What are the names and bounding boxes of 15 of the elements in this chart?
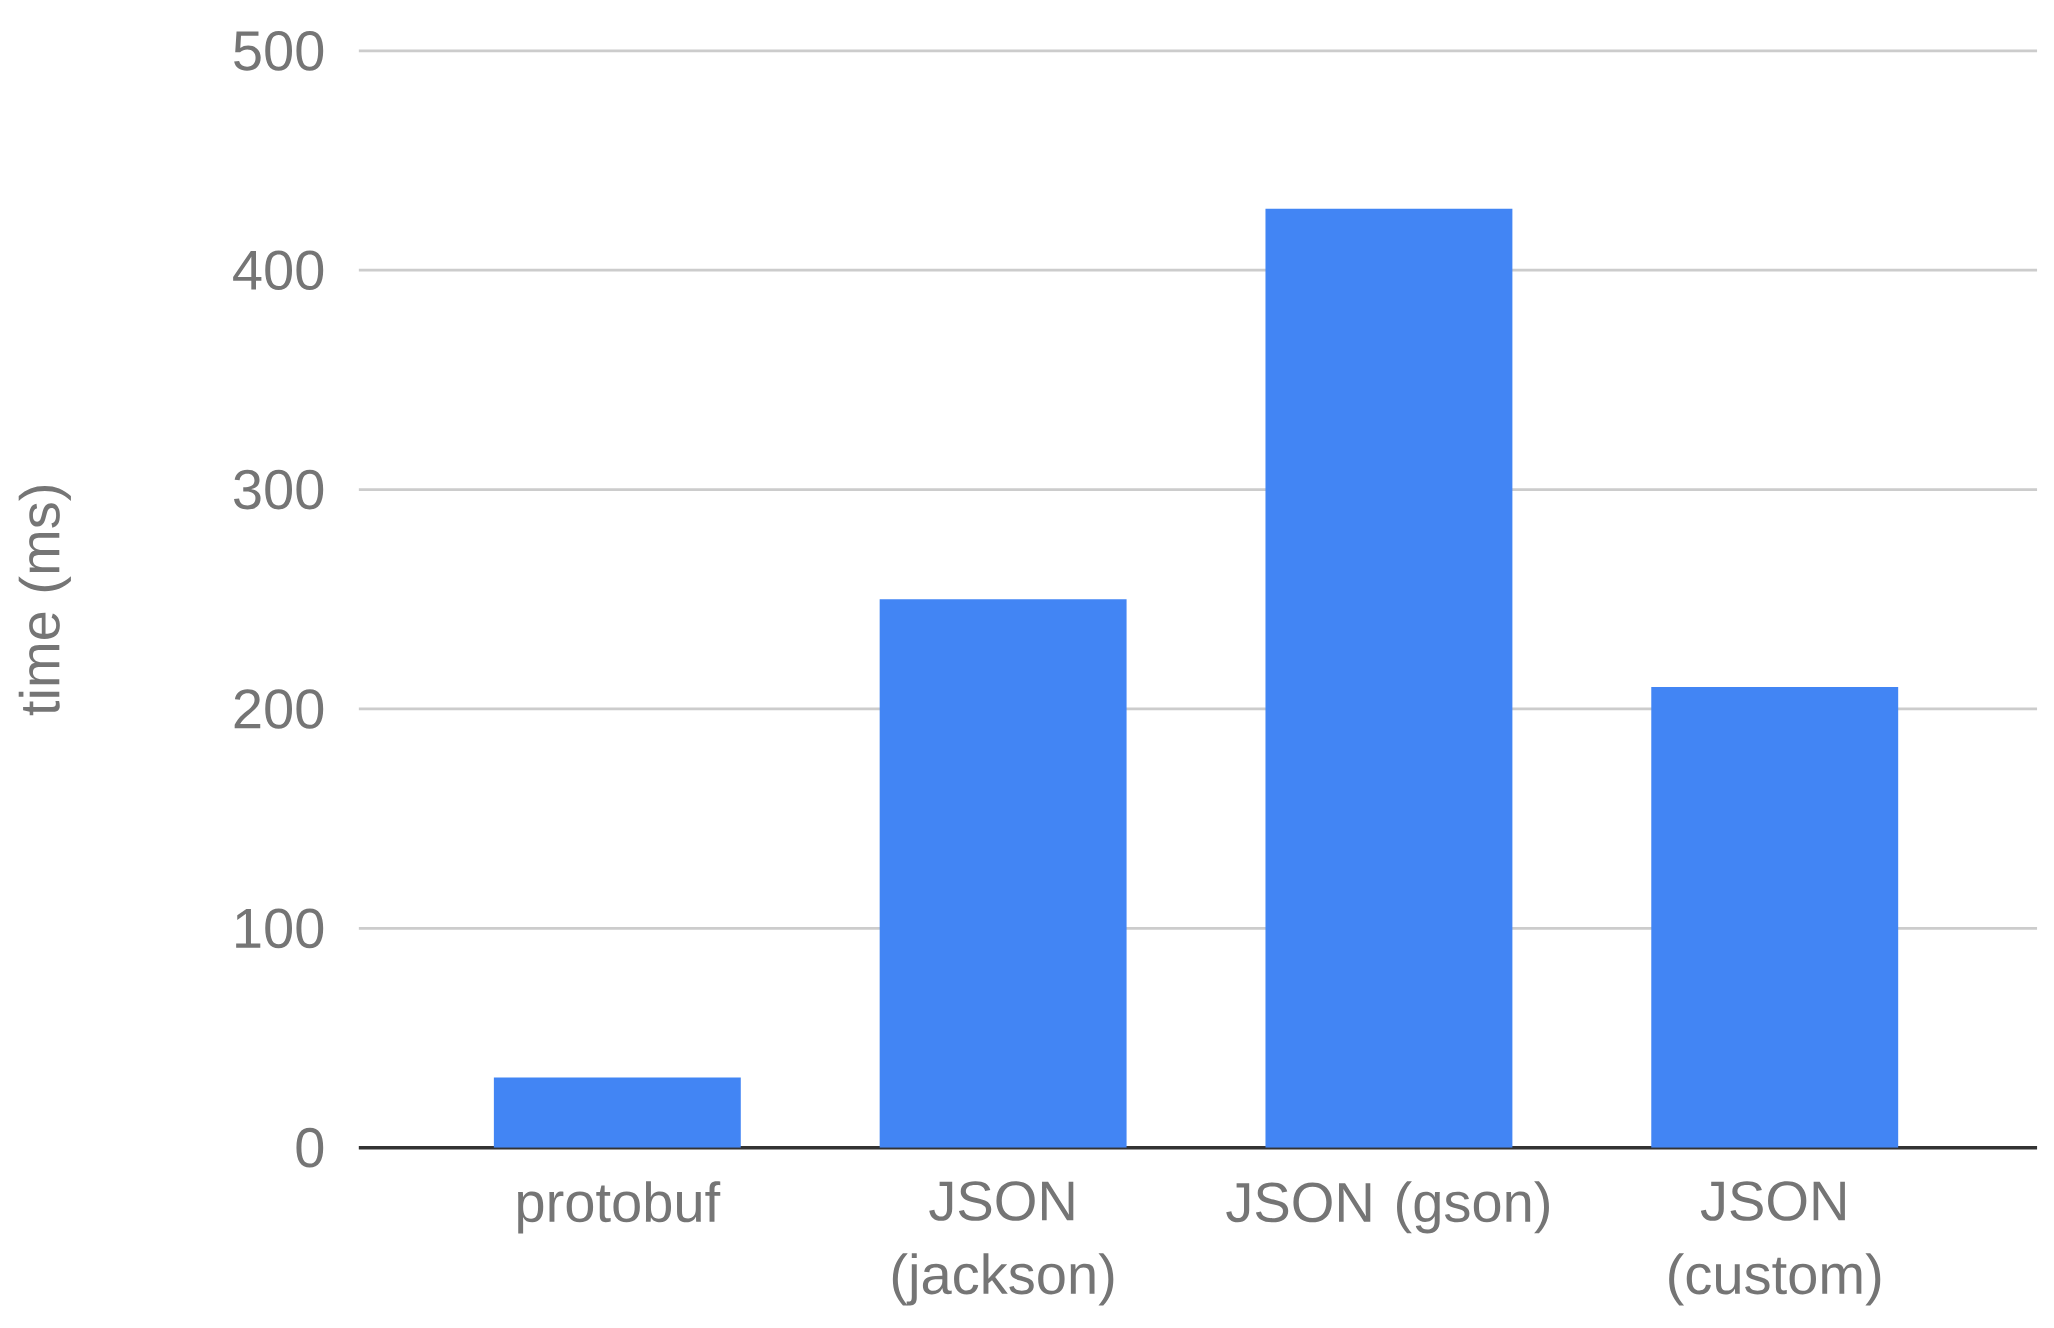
y-tick-label: 500 bbox=[234, 30, 324, 71]
y-tick-label: 200 bbox=[234, 689, 324, 729]
bar bbox=[879, 599, 1127, 1148]
y-axis-title: time (ms) bbox=[18, 485, 71, 716]
bar bbox=[493, 1077, 741, 1148]
y-tick-label: 300 bbox=[234, 469, 324, 510]
x-tick-label: protobuf bbox=[518, 1181, 721, 1234]
x-tick-label: JSON (jackson) bbox=[892, 1181, 1114, 1306]
y-tick-label: 100 bbox=[236, 908, 324, 949]
y-tick-label: 0 bbox=[296, 1127, 324, 1168]
bar bbox=[1651, 686, 1899, 1148]
y-tick-label: 400 bbox=[233, 250, 324, 290]
x-tick-label: JSON (custom) bbox=[1669, 1181, 1881, 1306]
x-tick-label: JSON (gson) bbox=[1226, 1181, 1549, 1234]
bar bbox=[1265, 208, 1513, 1148]
